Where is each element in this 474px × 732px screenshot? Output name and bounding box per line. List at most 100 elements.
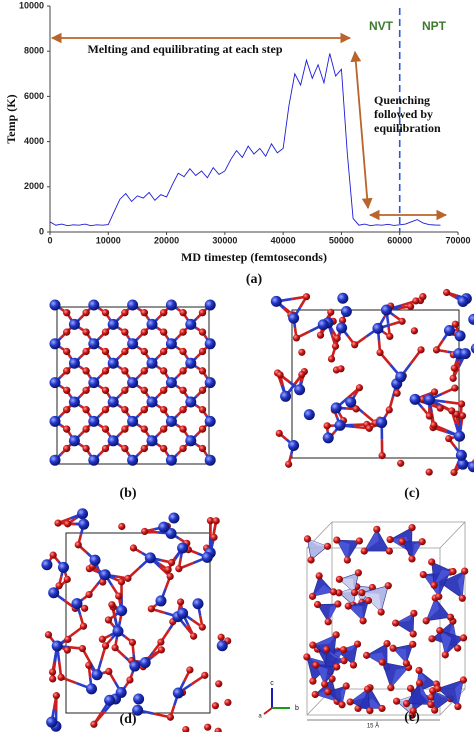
structure-c: (c) [270, 288, 474, 501]
tetrahedron-face [340, 685, 347, 705]
o-atom [364, 597, 373, 605]
o-atom [441, 651, 449, 659]
axis-a [263, 707, 273, 715]
si-atom [454, 430, 466, 442]
o-atom [449, 567, 457, 576]
o-atom [78, 644, 87, 653]
o-atom [354, 569, 362, 577]
o-atom [419, 293, 427, 301]
o-atom [179, 386, 187, 394]
si-atom [68, 435, 80, 447]
si-atom [165, 338, 177, 350]
si-atom [165, 299, 177, 311]
o-atom [63, 444, 71, 453]
si-atom [270, 295, 282, 307]
o-atom [321, 680, 329, 688]
axis-label: b [295, 705, 299, 712]
si-atom [91, 669, 103, 681]
o-atom [82, 444, 90, 453]
si-atom [372, 322, 384, 334]
o-atom [425, 412, 433, 420]
o-atom [352, 405, 360, 413]
o-atom [115, 592, 123, 600]
o-atom [298, 370, 306, 379]
o-atom [63, 309, 71, 317]
o-atom [179, 309, 187, 317]
o-atom [82, 425, 90, 433]
si-atom [49, 454, 61, 466]
o-atom [355, 384, 364, 392]
o-atom [409, 707, 417, 715]
o-atom [377, 608, 385, 616]
o-atom [101, 425, 110, 433]
o-atom [346, 698, 354, 706]
si-atom [395, 371, 407, 383]
o-atom [428, 635, 436, 643]
si-atom [49, 299, 61, 311]
o-atom [166, 713, 175, 721]
o-atom [328, 675, 336, 683]
tetrahedron-face [411, 541, 423, 559]
si-atom [294, 384, 306, 396]
si-atom [51, 640, 63, 652]
o-atom [117, 578, 126, 586]
si-atom [165, 528, 177, 540]
o-atom [425, 468, 433, 476]
o-atom [407, 302, 415, 311]
o-atom [338, 316, 347, 324]
o-atom [454, 644, 462, 652]
o-atom [302, 293, 311, 301]
tetrahedron-face [390, 667, 409, 688]
o-atom [308, 592, 317, 600]
si-atom [133, 693, 145, 705]
o-atom [160, 309, 168, 317]
si-atom [185, 435, 197, 447]
chart-a: 0 2000 4000 6000 8000 10000 0 10000 20000 30000 40… [4, 0, 471, 287]
o-atom [363, 685, 372, 693]
x-tick-label: 20000 [154, 235, 179, 245]
o-atom [434, 684, 442, 693]
o-atom [461, 567, 469, 575]
o-atom [140, 367, 148, 375]
si-atom [322, 432, 334, 444]
si-atom [129, 660, 141, 672]
si-atom [146, 357, 158, 369]
o-atom [57, 673, 65, 681]
o-atom [430, 421, 438, 429]
tetrahedron-face [307, 538, 328, 547]
o-atom [340, 657, 348, 665]
o-atom [179, 406, 187, 414]
o-atom [198, 444, 207, 453]
o-atom [63, 367, 71, 375]
si-atom [457, 458, 469, 470]
o-atom [111, 644, 119, 652]
o-atom [363, 651, 371, 659]
si-atom [57, 561, 69, 573]
si-atom [78, 518, 90, 530]
si-atom [454, 330, 466, 342]
o-atom [351, 341, 359, 349]
annotation: followed by [374, 107, 433, 121]
o-atom [333, 536, 341, 544]
o-atom [458, 594, 466, 602]
o-atom [430, 388, 439, 396]
o-atom [54, 519, 62, 527]
si-atom [68, 396, 80, 408]
x-tick-label: 10000 [96, 235, 121, 245]
si-atom [88, 338, 100, 350]
si-atom [115, 687, 127, 699]
o-atom [121, 309, 129, 317]
o-atom [327, 355, 336, 363]
si-atom [127, 299, 139, 311]
o-atom [147, 605, 155, 613]
o-atom [198, 328, 207, 336]
o-atom [82, 328, 90, 336]
o-atom [179, 444, 187, 453]
si-atom [337, 292, 349, 304]
o-atom [164, 566, 172, 574]
o-atom [344, 602, 352, 610]
si-atom [146, 435, 158, 447]
o-atom [454, 702, 462, 711]
si-atom [46, 716, 58, 728]
o-atom [63, 425, 71, 433]
